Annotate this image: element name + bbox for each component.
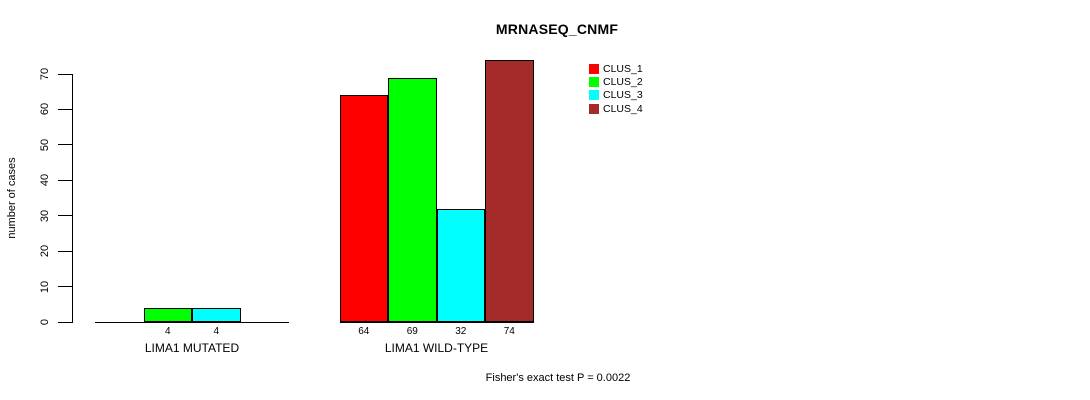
y-tick-mark <box>58 179 72 181</box>
x-axis-baseline <box>339 322 534 323</box>
group-label: LIMA1 WILD-TYPE <box>384 341 489 355</box>
bar-value-label: 69 <box>406 326 418 337</box>
bar-CLUS_3 <box>436 208 485 322</box>
legend-item-CLUS_3: CLUS_3 <box>589 89 643 101</box>
bar-CLUS_1 <box>339 95 388 322</box>
bar-CLUS_4 <box>485 59 534 322</box>
bar-value-label: 4 <box>213 326 220 337</box>
legend-swatch-CLUS_4 <box>589 103 599 114</box>
legend-label: CLUS_3 <box>603 89 643 102</box>
legend-label: CLUS_4 <box>603 102 643 115</box>
bar-CLUS_2 <box>388 77 437 322</box>
legend-item-CLUS_2: CLUS_2 <box>589 76 643 88</box>
y-tick-label: 30 <box>39 209 51 222</box>
footer-annotation: Fisher's exact test P = 0.0022 <box>485 372 631 384</box>
x-axis-baseline <box>95 322 289 323</box>
y-tick-mark <box>58 108 72 110</box>
bar-value-label: 74 <box>503 326 515 337</box>
y-tick-label: 40 <box>39 174 51 187</box>
bar-value-label: 32 <box>455 326 467 337</box>
legend-item-CLUS_4: CLUS_4 <box>589 103 643 115</box>
legend-label: CLUS_1 <box>603 63 643 75</box>
bar-CLUS_2 <box>143 307 192 322</box>
y-tick-mark <box>58 215 72 217</box>
y-tick-mark <box>58 321 72 323</box>
bar-value-label: 64 <box>358 326 370 337</box>
y-tick-label: 0 <box>39 318 51 326</box>
y-tick-mark <box>58 73 72 75</box>
bar-CLUS_3 <box>192 307 241 322</box>
group-label: LIMA1 MUTATED <box>144 341 240 355</box>
y-tick-mark <box>58 286 72 288</box>
legend-swatch-CLUS_1 <box>589 64 599 74</box>
y-tick-label: 50 <box>39 138 51 151</box>
y-tick-label: 10 <box>39 280 51 293</box>
legend-swatch-CLUS_2 <box>589 77 599 88</box>
bar-value-label: 4 <box>164 326 171 337</box>
y-axis-label: number of cases <box>6 157 18 239</box>
chart-title: MRNASEQ_CNMF <box>495 21 619 37</box>
legend-item-CLUS_1: CLUS_1 <box>589 63 643 75</box>
legend-swatch-CLUS_3 <box>589 90 599 101</box>
y-axis-line <box>72 74 73 323</box>
y-tick-mark <box>58 250 72 252</box>
y-tick-label: 60 <box>39 103 51 116</box>
y-tick-mark <box>58 144 72 146</box>
y-tick-label: 20 <box>39 245 51 258</box>
legend-label: CLUS_2 <box>603 76 643 89</box>
y-tick-label: 70 <box>39 67 51 81</box>
